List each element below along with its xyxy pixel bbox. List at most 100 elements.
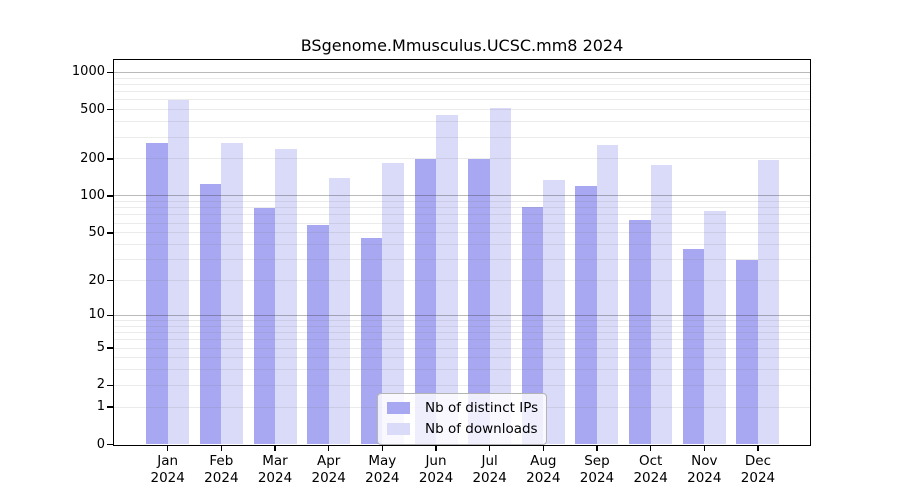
bar-distinct-ips bbox=[414, 158, 436, 445]
x-tick-year: 2024 bbox=[311, 469, 346, 486]
x-tick-label: Mar 2024 bbox=[243, 453, 307, 486]
legend-label: Nb of downloads bbox=[425, 421, 538, 437]
y-tick-label: 1 bbox=[96, 399, 105, 415]
legend-entry: Nb of downloads bbox=[387, 421, 538, 437]
y-tick-mark bbox=[107, 347, 113, 349]
gridline-minor bbox=[114, 339, 810, 341]
y-tick-label: 200 bbox=[80, 150, 105, 166]
gridline-minor bbox=[114, 259, 810, 261]
gridline-minor bbox=[114, 136, 810, 138]
x-tick-label: Jun 2024 bbox=[404, 453, 468, 486]
x-tick-month: Jun bbox=[425, 453, 447, 469]
gridline-minor bbox=[114, 320, 810, 321]
y-tick-label: 0 bbox=[96, 436, 105, 452]
x-tick-label: Nov 2024 bbox=[672, 453, 736, 486]
y-tick-mark bbox=[107, 443, 113, 446]
x-tick-month: Apr bbox=[316, 453, 341, 469]
x-tick-year: 2024 bbox=[472, 469, 507, 486]
legend: Nb of distinct IPs Nb of downloads bbox=[377, 393, 547, 445]
x-tick-mark bbox=[381, 446, 384, 451]
bar-downloads bbox=[436, 115, 458, 445]
bar-distinct-ips bbox=[682, 248, 705, 445]
x-tick-year: 2024 bbox=[365, 469, 400, 486]
gridline-minor bbox=[114, 99, 810, 101]
y-tick-mark bbox=[107, 158, 113, 160]
x-tick-mark bbox=[327, 446, 330, 451]
chart-title: BSgenome.Mmusculus.UCSC.mm8 2024 bbox=[300, 36, 624, 55]
gridline-minor bbox=[114, 158, 810, 160]
gridline-minor bbox=[114, 347, 810, 349]
x-tick-month: Jul bbox=[481, 453, 498, 469]
legend-entry: Nb of distinct IPs bbox=[387, 400, 538, 416]
x-tick-month: Oct bbox=[638, 453, 663, 469]
bar-downloads bbox=[328, 177, 351, 445]
gridline-minor bbox=[114, 369, 810, 371]
x-tick-mark bbox=[435, 446, 437, 451]
x-tick-month: Mar bbox=[262, 453, 288, 469]
bar-downloads bbox=[543, 179, 565, 445]
x-tick-month: Nov bbox=[691, 453, 718, 469]
gridline-major bbox=[114, 314, 810, 316]
x-tick-label: Feb 2024 bbox=[189, 453, 253, 486]
x-tick-label: Aug 2024 bbox=[511, 453, 575, 486]
x-tick-year: 2024 bbox=[418, 469, 454, 486]
y-tick-mark bbox=[107, 232, 113, 234]
y-tick-label: 500 bbox=[80, 101, 105, 117]
bar-downloads bbox=[221, 142, 243, 445]
legend-swatch bbox=[387, 402, 410, 414]
bar-downloads bbox=[382, 163, 404, 445]
bar-distinct-ips bbox=[307, 224, 329, 445]
x-tick-year: 2024 bbox=[257, 469, 293, 486]
x-tick-label: May 2024 bbox=[350, 453, 414, 486]
x-tick-month: Aug bbox=[530, 453, 557, 469]
x-tick-mark bbox=[220, 446, 223, 451]
bar-distinct-ips bbox=[629, 219, 651, 445]
bar-downloads bbox=[757, 160, 780, 445]
bar-distinct-ips bbox=[199, 184, 222, 445]
gridline-minor bbox=[114, 91, 810, 93]
x-tick-mark bbox=[542, 446, 545, 451]
x-tick-month: Feb bbox=[209, 453, 234, 469]
x-tick-year: 2024 bbox=[740, 469, 776, 486]
x-tick-label: Sep 2024 bbox=[565, 453, 629, 486]
bar-distinct-ips bbox=[360, 238, 383, 445]
gridline-minor bbox=[114, 207, 810, 209]
bar-distinct-ips bbox=[575, 186, 597, 445]
gridline-minor bbox=[114, 222, 810, 224]
y-tick-mark bbox=[107, 108, 113, 111]
x-tick-label: Dec 2024 bbox=[726, 453, 790, 486]
legend-swatch bbox=[387, 423, 410, 435]
gridline-minor bbox=[114, 357, 810, 359]
y-tick-label: 50 bbox=[88, 224, 105, 240]
x-tick-month: Dec bbox=[744, 453, 772, 469]
gridline-minor bbox=[114, 77, 810, 79]
bar-downloads bbox=[275, 149, 297, 445]
y-tick-mark bbox=[107, 406, 113, 408]
x-tick-mark bbox=[757, 446, 759, 451]
x-tick-label: Oct 2024 bbox=[619, 453, 683, 486]
gridline-minor bbox=[114, 121, 810, 123]
bar-downloads bbox=[704, 211, 726, 445]
gridline-minor bbox=[114, 109, 810, 111]
y-tick-label: 100 bbox=[80, 187, 105, 203]
x-tick-year: 2024 bbox=[204, 469, 239, 486]
gridline-minor bbox=[114, 384, 810, 386]
x-tick-mark bbox=[166, 446, 169, 451]
x-tick-year: 2024 bbox=[579, 469, 615, 486]
bar-distinct-ips bbox=[253, 207, 276, 445]
x-tick-mark bbox=[488, 446, 491, 451]
gridline-minor bbox=[114, 201, 810, 203]
gridline-minor bbox=[114, 280, 810, 282]
x-tick-month: Sep bbox=[584, 453, 610, 469]
x-tick-year: 2024 bbox=[633, 469, 668, 486]
bar-downloads bbox=[650, 164, 673, 445]
y-tick-mark bbox=[107, 314, 113, 317]
y-tick-label: 20 bbox=[88, 272, 105, 288]
gridline-minor bbox=[114, 325, 810, 327]
bar-downloads bbox=[167, 99, 190, 445]
y-tick-mark bbox=[107, 279, 113, 282]
gridline-major bbox=[114, 195, 810, 197]
